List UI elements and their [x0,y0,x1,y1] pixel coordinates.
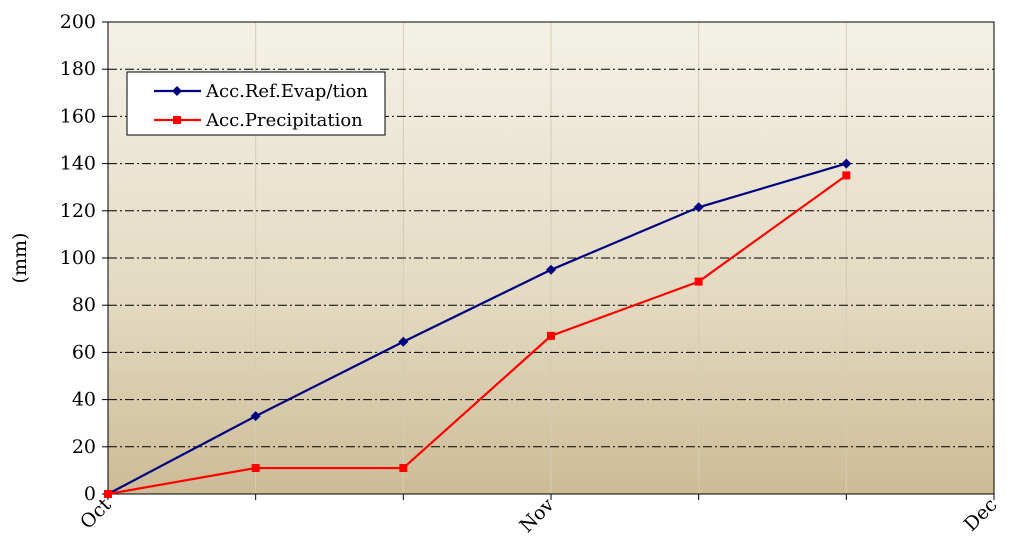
legend-swatch-marker [173,116,181,124]
y-tick-label: 140 [60,153,96,175]
y-tick-label: 200 [60,11,96,33]
series [104,171,851,498]
legend-label: Acc.Precipitation [205,110,363,131]
data-point [547,331,555,340]
data-point [398,336,409,347]
data-point [694,277,703,286]
legend-label: Acc.Ref.Evap/tion [205,81,368,102]
legend-item: Acc.Ref.Evap/tion [154,81,368,102]
y-tick-label: 100 [60,247,96,269]
series-line [107,162,847,495]
y-tick-label: 20 [72,436,96,458]
y-tick-label: 180 [60,58,96,80]
y-tick-label: 80 [72,294,96,316]
data-point [251,464,260,473]
x-tick-label: Oct [76,494,116,534]
legend: Acc.Ref.Evap/tion Acc.Precipitation [126,71,386,136]
series-line [107,174,847,496]
data-point [841,158,852,169]
y-tick-label: 40 [72,389,96,411]
x-axis: Oct Nov Dec [76,494,1001,537]
data-point [104,490,112,498]
y-tick-label: 0 [84,483,96,505]
data-point [693,202,704,213]
y-tick-label: 120 [60,200,96,222]
data-point [250,411,261,422]
data-point [842,171,851,180]
x-tick-label: Nov [516,494,559,537]
legend-swatch-marker [172,86,182,96]
data-point [546,264,556,275]
legend-box [126,71,386,136]
y-axis-title: (mm) [9,233,31,284]
y-axis: 0 20 40 60 80 100 120 140 160 180 200 [60,11,108,505]
series-layer [103,158,852,499]
y-tick-label: 60 [72,341,96,363]
data-point [399,464,408,473]
legend-item: Acc.Precipitation [154,110,363,131]
y-tick-label: 160 [60,105,96,127]
x-tick-label: Dec [960,494,1002,536]
series [103,158,852,499]
